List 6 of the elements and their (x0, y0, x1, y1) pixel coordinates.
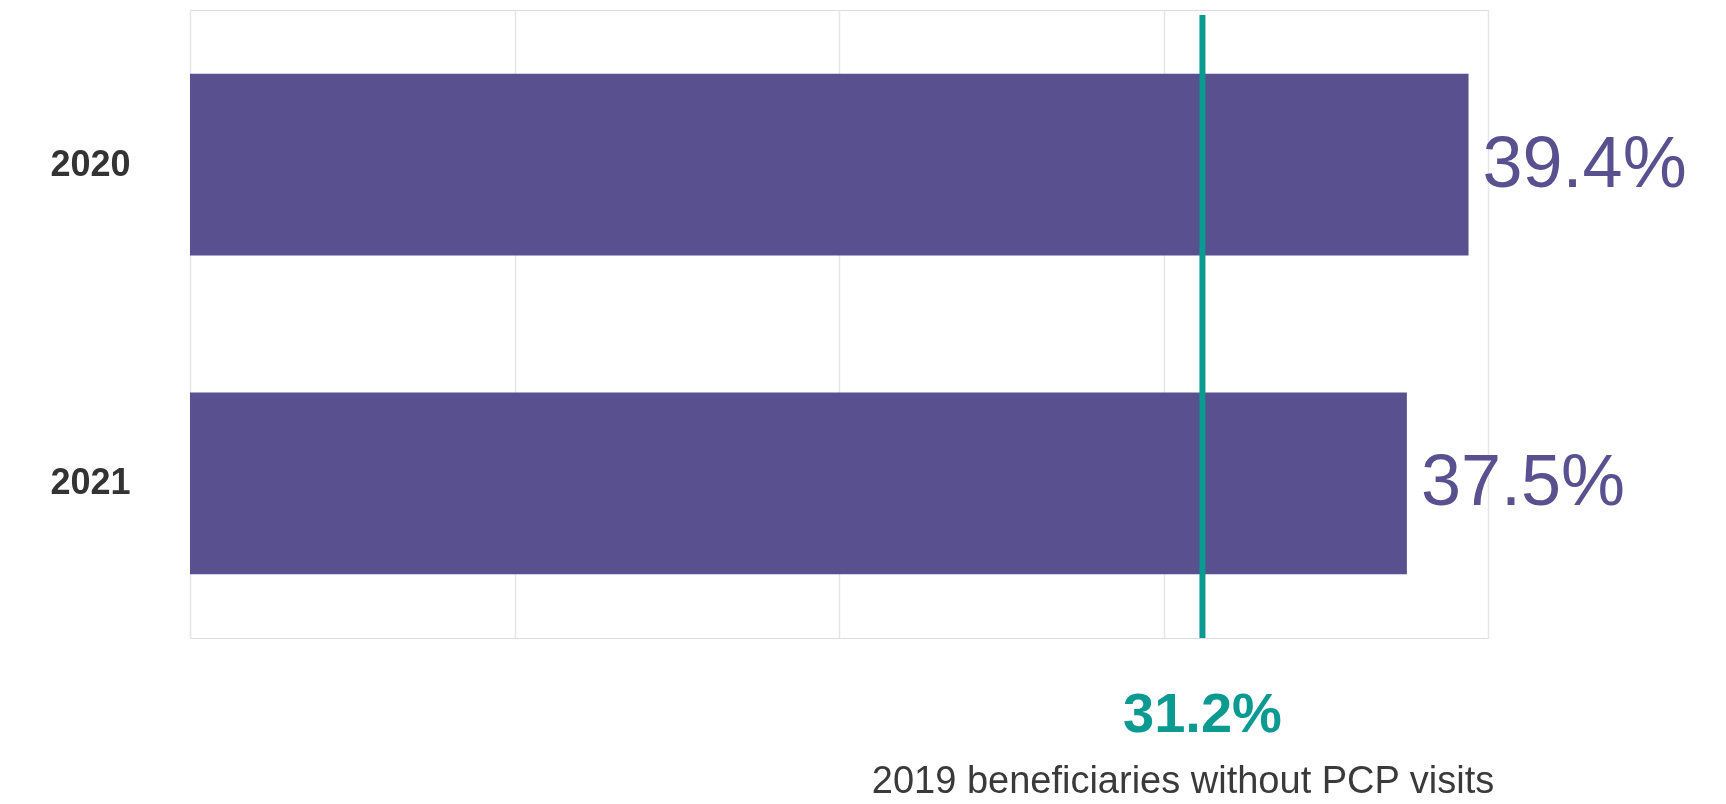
y-tick-label: 2020 (50, 142, 131, 184)
y-tick-label: 2021 (50, 461, 131, 503)
data-label: 39.4% (1482, 121, 1687, 202)
data-label: 37.5% (1420, 440, 1626, 521)
text: 2019 beneficiaries without PCP visits (871, 759, 1495, 801)
ref-line-label: 31.2% (1123, 681, 1282, 744)
